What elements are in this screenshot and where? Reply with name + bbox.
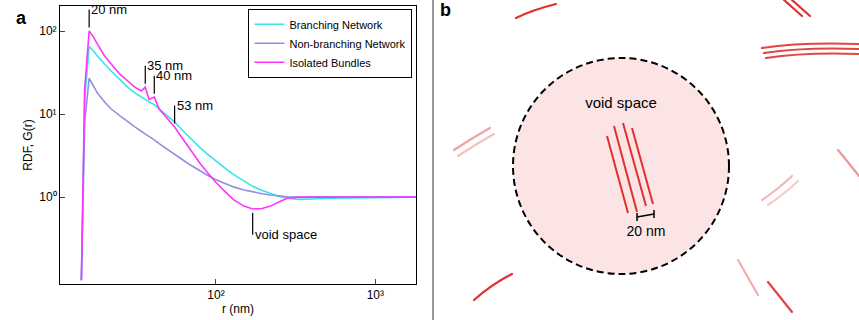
svg-text:void space: void space — [255, 227, 317, 242]
svg-text:40 nm: 40 nm — [156, 68, 192, 83]
svg-text:20 nm: 20 nm — [627, 223, 666, 239]
svg-text:Non-branching Network: Non-branching Network — [289, 38, 405, 50]
svg-text:10²: 10² — [207, 288, 224, 302]
svg-text:10³: 10³ — [367, 288, 384, 302]
svg-text:Isolated Bundles: Isolated Bundles — [289, 57, 371, 69]
svg-text:53 nm: 53 nm — [177, 98, 213, 113]
svg-text:10⁰: 10⁰ — [39, 190, 56, 204]
svg-text:10¹: 10¹ — [39, 107, 56, 121]
svg-text:void space: void space — [585, 94, 657, 111]
svg-text:20 nm: 20 nm — [91, 2, 127, 17]
svg-text:35 nm: 35 nm — [147, 58, 183, 73]
svg-text:RDF, G(r): RDF, G(r) — [21, 119, 35, 170]
svg-text:Branching Network: Branching Network — [289, 19, 382, 31]
svg-text:r (nm): r (nm) — [222, 302, 254, 316]
svg-text:10²: 10² — [39, 24, 56, 38]
svg-text:a: a — [16, 8, 27, 28]
svg-text:b: b — [440, 0, 451, 20]
